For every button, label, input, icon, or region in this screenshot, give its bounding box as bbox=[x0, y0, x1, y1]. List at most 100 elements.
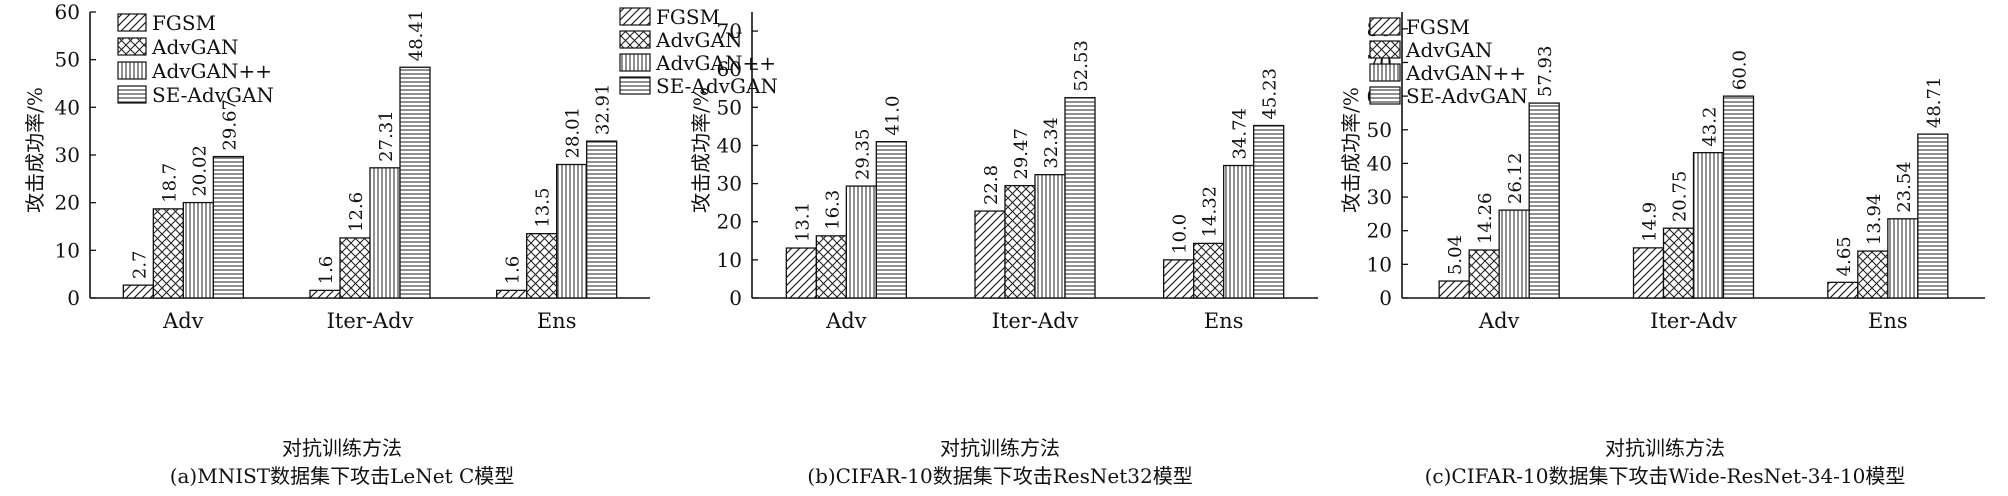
panel-a-legend-label: SE-AdvGAN bbox=[152, 83, 274, 107]
panel-c-legend-swatch-vertical bbox=[1369, 63, 1401, 82]
panel-b-y-tick-label: 40 bbox=[717, 133, 742, 157]
panel-a-bar-vertical bbox=[556, 163, 588, 299]
panel-c-data-label: 48.71 bbox=[1924, 77, 1945, 129]
panel-c-data-label: 26.12 bbox=[1505, 153, 1526, 205]
panel-b-data-label: 10.0 bbox=[1170, 214, 1191, 254]
panel-b-data-label: 14.32 bbox=[1200, 186, 1221, 238]
panel-b-y-tick-label: 10 bbox=[717, 248, 742, 272]
panel-b-y-tick-label: 30 bbox=[717, 172, 742, 196]
panel-b-legend-label: SE-AdvGAN bbox=[656, 74, 778, 98]
panel-c-bar-diagonal bbox=[1632, 247, 1665, 299]
panel-b-legend-swatch-diagonal bbox=[619, 7, 651, 26]
panel-b-y-axis-title: 攻击成功率/% bbox=[689, 87, 713, 213]
panel-b-x-axis-title: 对抗训练方法 bbox=[940, 436, 1060, 460]
panel-c-category-label: Adv bbox=[1478, 309, 1520, 333]
panel-c-bar-vertical bbox=[1498, 209, 1530, 299]
panel-c-bar-crosshatch bbox=[1662, 227, 1695, 299]
panel-c-bar-crosshatch bbox=[1857, 250, 1889, 299]
panel-b-data-label: 32.34 bbox=[1041, 117, 1062, 169]
panel-a-category-label: Ens bbox=[537, 309, 577, 333]
panel-a-bar-crosshatch bbox=[339, 237, 371, 299]
panel-a-y-tick-label: 40 bbox=[55, 95, 80, 119]
chart-panel-c: 01020304050607080Adv5.0414.2626.1257.93I… bbox=[1339, 12, 1985, 488]
panel-c-legend-label: SE-AdvGAN bbox=[1406, 84, 1528, 108]
panel-a-category-label: Adv bbox=[162, 309, 204, 333]
panel-b-y-tick-label: 60 bbox=[717, 57, 742, 81]
panel-a-y-axis-title: 攻击成功率/% bbox=[23, 87, 47, 213]
panel-a-y-tick-label: 50 bbox=[55, 48, 80, 72]
panel-a-data-label: 13.5 bbox=[533, 188, 554, 228]
panel-b-legend-swatch-vertical bbox=[619, 53, 651, 72]
panel-b-y-tick-label: 0 bbox=[729, 286, 742, 310]
panel-c-y-tick-label: 0 bbox=[1379, 286, 1392, 310]
panel-b-data-label: 41.0 bbox=[882, 96, 903, 136]
panel-b-data-label: 52.53 bbox=[1071, 40, 1092, 92]
panel-b-legend-label: AdvGAN++ bbox=[655, 51, 776, 75]
panel-b-caption: (b)CIFAR-10数据集下攻击ResNet32模型 bbox=[807, 464, 1192, 488]
panel-b-bar-crosshatch bbox=[1193, 242, 1225, 299]
panel-a-y-tick-label: 60 bbox=[55, 0, 80, 24]
panel-a-bar-crosshatch bbox=[526, 232, 558, 299]
panel-a-data-label: 1.6 bbox=[316, 256, 337, 285]
panel-c-data-label: 43.2 bbox=[1700, 107, 1721, 147]
panel-c-bar-horizontal bbox=[1528, 102, 1560, 299]
panel-c-data-label: 57.93 bbox=[1535, 46, 1556, 98]
panel-c-legend-label: AdvGAN++ bbox=[1405, 61, 1526, 85]
panel-b-data-label: 13.1 bbox=[792, 202, 813, 242]
chart-panel-a: 0 10 20 30 40 50 60 Adv 2.7 18.7 20.02 29.67 Iter-Ad… bbox=[23, 0, 650, 488]
panel-b-data-label: 29.35 bbox=[852, 129, 873, 181]
panel-b-bar-vertical bbox=[1034, 174, 1066, 299]
panel-b-bar-diagonal bbox=[974, 210, 1006, 299]
panel-a-y-tick-label: 30 bbox=[55, 143, 80, 167]
panel-c-data-label: 20.75 bbox=[1670, 171, 1691, 223]
panel-a-bar-diagonal bbox=[496, 289, 528, 299]
panel-a-caption: (a)MNIST数据集下攻击LeNet C模型 bbox=[170, 464, 515, 488]
panel-b-data-label: 34.74 bbox=[1230, 108, 1251, 160]
panel-b-category-label: Ens bbox=[1204, 309, 1244, 333]
panel-c-y-tick-label: 50 bbox=[1367, 118, 1392, 142]
panel-a-plot: 0 10 20 30 40 50 60 Adv 2.7 18.7 20.02 29.67 Iter-Ad… bbox=[55, 0, 650, 333]
panel-b-bar-diagonal bbox=[1163, 259, 1195, 299]
panel-b-bar-vertical bbox=[845, 185, 877, 299]
chart-panel-b: 0 10 20 30 40 50 60 70 Adv 13.1 16.3 29.35 41.0 Iter-… bbox=[619, 5, 1318, 488]
panel-b-bar-horizontal bbox=[1064, 97, 1096, 299]
panel-c-legend-label: FGSM bbox=[1406, 15, 1470, 39]
panel-b-data-label: 29.47 bbox=[1011, 128, 1032, 180]
panel-a-legend-label: FGSM bbox=[152, 11, 216, 35]
panel-c-y-tick-label: 30 bbox=[1367, 185, 1392, 209]
panel-a-y-tick-label: 10 bbox=[55, 238, 80, 262]
panel-c-plot: 01020304050607080Adv5.0414.2626.1257.93I… bbox=[1367, 12, 1985, 333]
panel-c-data-label: 14.26 bbox=[1475, 192, 1496, 244]
panel-a-legend-swatch-crosshatch bbox=[117, 37, 147, 56]
panel-a-category-label: Iter-Adv bbox=[327, 309, 414, 333]
panel-b-data-label: 22.8 bbox=[981, 165, 1002, 205]
panel-a-data-label: 29.67 bbox=[219, 99, 240, 151]
panel-c-legend-label: AdvGAN bbox=[1405, 38, 1492, 62]
panel-b-plot: 0 10 20 30 40 50 60 70 Adv 13.1 16.3 29.35 41.0 Iter-… bbox=[619, 5, 1318, 333]
panel-c-bar-vertical bbox=[1692, 151, 1725, 299]
panel-c-legend-swatch-diagonal bbox=[1369, 17, 1401, 36]
panel-a-y-tick-label: 0 bbox=[67, 286, 80, 310]
panel-a-legend-swatch-horizontal bbox=[117, 85, 147, 104]
panel-a-bar-diagonal bbox=[309, 289, 341, 299]
panel-b-bar-horizontal bbox=[875, 141, 907, 299]
panel-a-data-label: 1.6 bbox=[503, 256, 524, 285]
panel-a-data-label: 20.02 bbox=[189, 145, 210, 197]
panel-c-data-label: 4.65 bbox=[1834, 236, 1855, 276]
panel-c-category-label: Ens bbox=[1868, 309, 1908, 333]
panel-b-bar-diagonal bbox=[785, 247, 817, 299]
panel-b-legend-label: FGSM bbox=[656, 5, 720, 29]
panel-c-data-label: 13.94 bbox=[1864, 194, 1885, 246]
panel-a-data-label: 12.6 bbox=[346, 192, 367, 232]
panel-a-bar-vertical bbox=[182, 201, 214, 299]
panel-a-legend-label: AdvGAN++ bbox=[151, 59, 272, 83]
panel-a-bar-vertical bbox=[369, 167, 401, 299]
panel-c-data-label: 23.54 bbox=[1894, 161, 1915, 213]
panel-b-category-label: Iter-Adv bbox=[992, 309, 1079, 333]
panel-b-bar-horizontal bbox=[1253, 124, 1285, 299]
panel-b-data-label: 16.3 bbox=[822, 190, 843, 230]
panel-c-caption: (c)CIFAR-10数据集下攻击Wide-ResNet-34-10模型 bbox=[1425, 464, 1906, 488]
panel-c-bar-vertical bbox=[1887, 218, 1919, 299]
panel-b-bar-vertical bbox=[1223, 164, 1255, 299]
